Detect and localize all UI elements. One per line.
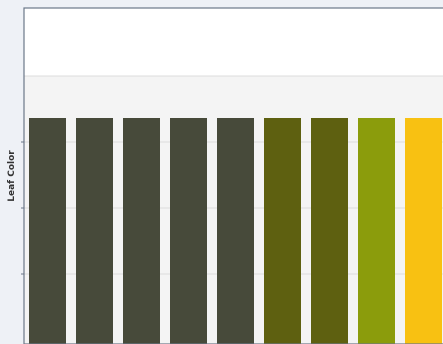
y-axis-label: Leaf Color: [7, 150, 17, 202]
bar[interactable]: [76, 118, 113, 344]
bar[interactable]: [358, 118, 395, 344]
bars: [29, 118, 442, 344]
bar[interactable]: [170, 118, 207, 344]
bar[interactable]: [264, 118, 301, 344]
bar[interactable]: [405, 118, 442, 344]
plot-frame: [23, 7, 443, 344]
bar[interactable]: [217, 118, 254, 344]
bar[interactable]: [123, 118, 160, 344]
bar[interactable]: [311, 118, 348, 344]
bar[interactable]: [29, 118, 66, 344]
